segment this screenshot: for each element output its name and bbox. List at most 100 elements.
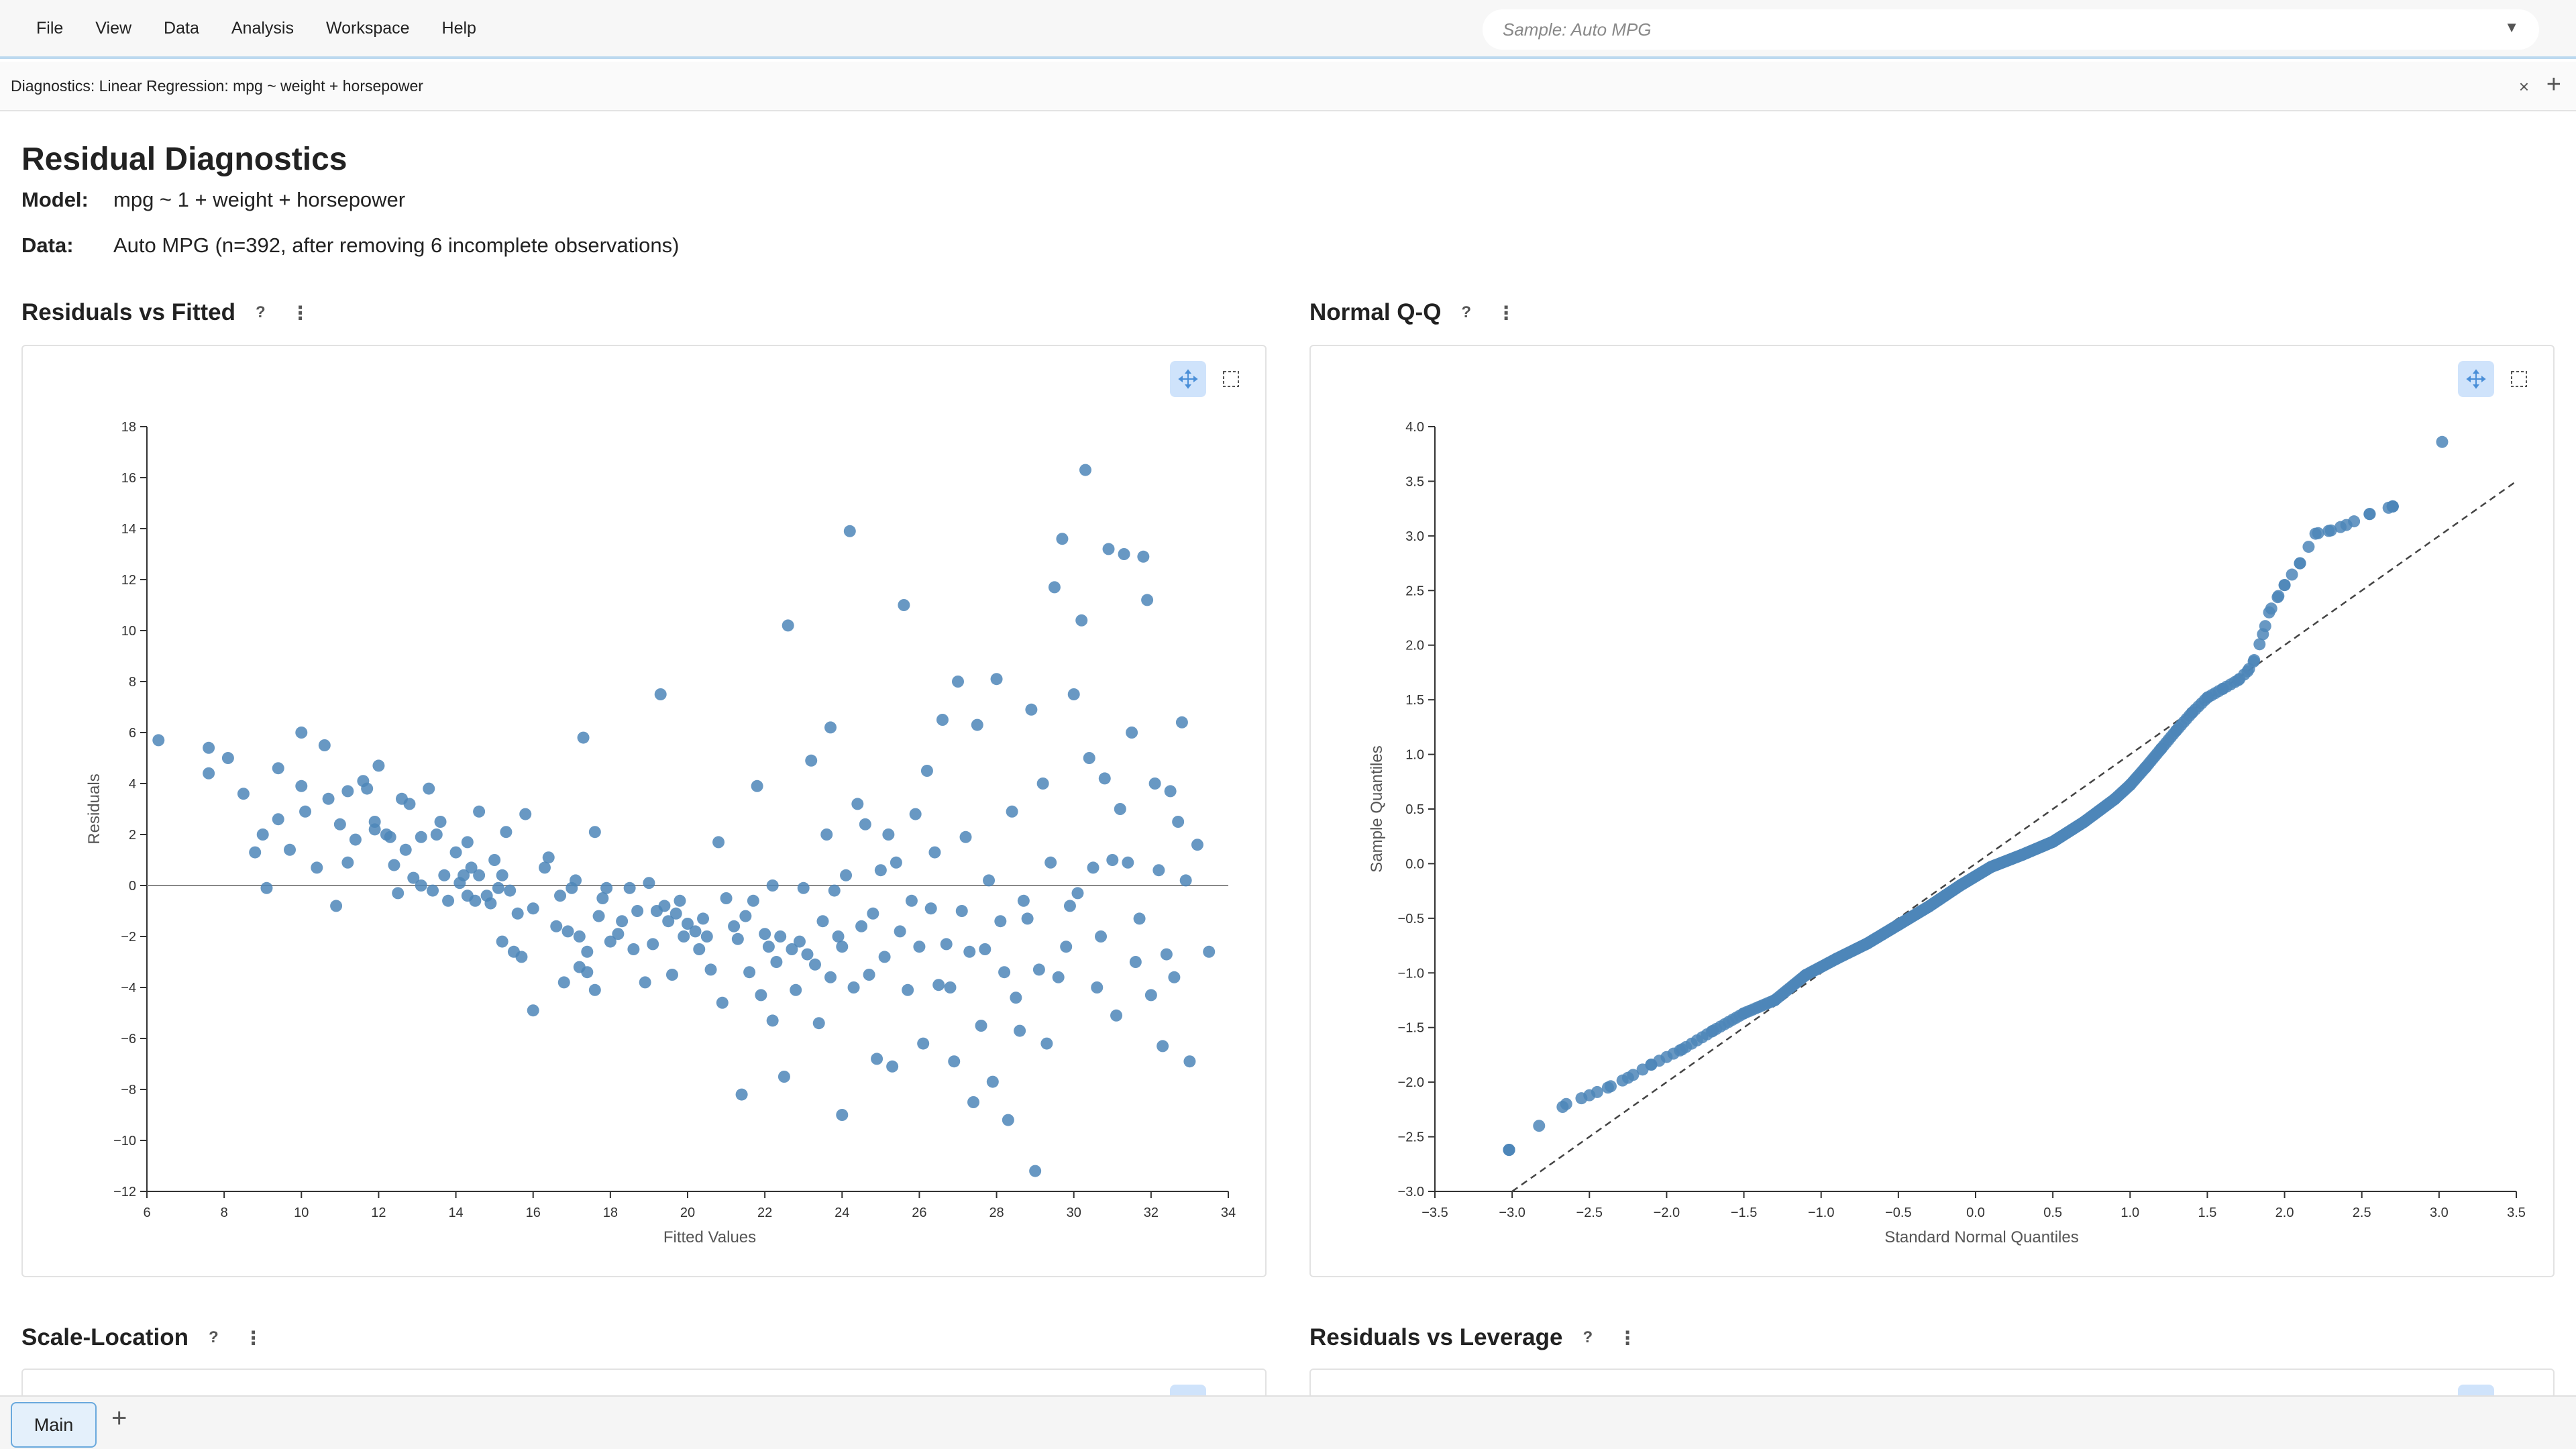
rvf-point[interactable]	[272, 762, 284, 775]
rvf-point[interactable]	[1102, 543, 1115, 555]
rvf-point[interactable]	[361, 782, 374, 795]
rvf-point[interactable]	[948, 1055, 961, 1068]
qq-point[interactable]	[1621, 1071, 1634, 1084]
rvf-point[interactable]	[963, 945, 976, 958]
crosshair-icon[interactable]	[1170, 1385, 1206, 1395]
rvf-point[interactable]	[1122, 856, 1134, 869]
rvf-point[interactable]	[1114, 803, 1126, 815]
qq-point[interactable]	[2139, 761, 2152, 774]
rvf-point[interactable]	[1083, 752, 1095, 764]
rvf-point[interactable]	[1079, 464, 1091, 476]
rvf-point[interactable]	[465, 861, 478, 874]
rvf-point[interactable]	[824, 721, 837, 734]
rvf-point[interactable]	[1118, 548, 1130, 560]
rvf-point[interactable]	[403, 798, 416, 810]
rvf-point[interactable]	[488, 854, 501, 866]
rvf-point[interactable]	[1044, 856, 1057, 869]
rvf-point[interactable]	[458, 869, 470, 881]
qq-point[interactable]	[1676, 1043, 1688, 1056]
rvf-point[interactable]	[874, 864, 887, 877]
qq-point[interactable]	[2253, 638, 2266, 651]
menu-view[interactable]: View	[95, 19, 132, 38]
more-options-icon[interactable]: ⋮	[1497, 302, 1516, 323]
rvf-point[interactable]	[203, 741, 215, 754]
qq-point[interactable]	[2363, 508, 2376, 521]
rvf-point[interactable]	[616, 915, 629, 928]
rvf-point[interactable]	[762, 941, 775, 953]
rvf-point[interactable]	[805, 754, 818, 767]
help-icon[interactable]: ?	[208, 1328, 219, 1346]
rvf-point[interactable]	[581, 945, 594, 958]
qq-point[interactable]	[1985, 861, 1998, 873]
qq-point[interactable]	[2016, 849, 2029, 861]
rvf-point[interactable]	[623, 881, 636, 894]
rvf-point[interactable]	[1067, 688, 1080, 700]
rvf-point[interactable]	[399, 843, 412, 856]
box-select-icon[interactable]	[1213, 361, 1249, 397]
rvf-point[interactable]	[392, 887, 405, 900]
rvf-point[interactable]	[812, 1017, 825, 1030]
rvf-point[interactable]	[859, 818, 871, 830]
rvf-point[interactable]	[1095, 930, 1108, 943]
rvf-point[interactable]	[1017, 894, 1030, 907]
rvf-point[interactable]	[843, 525, 856, 537]
qq-point[interactable]	[2278, 579, 2291, 592]
qq-point[interactable]	[2294, 557, 2306, 570]
qq-point[interactable]	[1645, 1059, 1658, 1071]
rvf-point[interactable]	[816, 915, 829, 928]
rvf-point[interactable]	[596, 892, 609, 904]
rvf-point[interactable]	[311, 861, 323, 874]
rvf-point[interactable]	[1148, 777, 1161, 790]
rvf-point[interactable]	[237, 788, 250, 800]
rvf-point[interactable]	[1126, 727, 1138, 739]
rvf-point[interactable]	[928, 846, 941, 859]
rvf-point[interactable]	[700, 930, 713, 943]
rvf-point[interactable]	[442, 894, 455, 907]
rvf-point[interactable]	[840, 869, 853, 881]
crosshair-icon[interactable]	[2458, 361, 2494, 397]
qq-outlier-point[interactable]	[2436, 435, 2449, 448]
rvf-point[interactable]	[967, 1096, 980, 1108]
rvf-point[interactable]	[913, 941, 926, 953]
qq-point[interactable]	[2257, 628, 2269, 641]
rvf-point[interactable]	[697, 912, 710, 925]
rvf-point[interactable]	[415, 879, 427, 892]
rvf-point[interactable]	[793, 935, 806, 948]
qq-point[interactable]	[1503, 1144, 1515, 1157]
qq-point[interactable]	[2124, 779, 2137, 792]
rvf-point[interactable]	[449, 846, 462, 859]
rvf-point[interactable]	[777, 1071, 790, 1083]
rvf-point[interactable]	[322, 792, 335, 805]
qq-point[interactable]	[1583, 1089, 1596, 1102]
rvf-point[interactable]	[527, 902, 539, 915]
rvf-point[interactable]	[801, 948, 814, 961]
rvf-point[interactable]	[952, 676, 964, 688]
rvf-point[interactable]	[1141, 594, 1154, 606]
qq-point[interactable]	[1768, 994, 1781, 1006]
qq-point[interactable]	[2302, 541, 2315, 553]
rvf-point[interactable]	[1098, 772, 1111, 785]
rvf-point[interactable]	[592, 910, 605, 922]
rvf-point[interactable]	[786, 943, 798, 955]
rvf-point[interactable]	[755, 989, 767, 1002]
rvf-point[interactable]	[1040, 1037, 1053, 1050]
add-sheet-button[interactable]: +	[111, 1403, 127, 1433]
rvf-point[interactable]	[330, 900, 343, 912]
qq-point[interactable]	[2078, 816, 2090, 828]
qq-point[interactable]	[2047, 835, 2059, 848]
rvf-point[interactable]	[917, 1037, 930, 1050]
rvf-point[interactable]	[720, 892, 733, 904]
qq-point[interactable]	[2324, 524, 2337, 537]
rvf-point[interactable]	[975, 1020, 987, 1032]
rvf-point[interactable]	[1002, 1114, 1014, 1126]
qq-point[interactable]	[2247, 655, 2260, 668]
rvf-point[interactable]	[430, 828, 443, 841]
qq-point[interactable]	[1892, 918, 1904, 931]
rvf-point[interactable]	[372, 759, 385, 772]
rvf-point[interactable]	[504, 884, 517, 897]
qq-point[interactable]	[2263, 606, 2275, 619]
qq-point[interactable]	[1861, 937, 1874, 950]
rvf-point[interactable]	[341, 856, 354, 869]
rvf-point[interactable]	[1179, 874, 1192, 887]
rvf-point[interactable]	[1172, 816, 1185, 828]
